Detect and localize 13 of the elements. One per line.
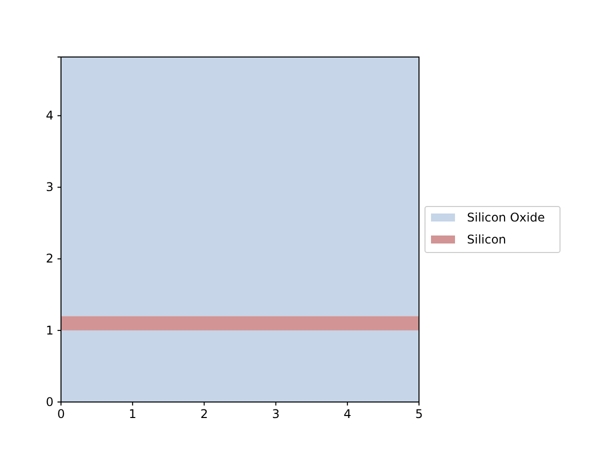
x-tick-label: 1 (128, 407, 136, 422)
x-tick-label: 5 (415, 407, 423, 422)
legend-label: Silicon (467, 232, 506, 246)
x-tick-label: 4 (344, 407, 352, 422)
y-tick-label: 4 (46, 108, 54, 123)
x-tick-label: 3 (272, 407, 280, 422)
y-tick-label: 1 (46, 323, 54, 338)
legend-label: Silicon Oxide (467, 210, 545, 224)
x-tick-label: 0 (57, 407, 65, 422)
y-tick-label: 2 (46, 252, 54, 266)
x-tick-label: 2 (200, 407, 208, 422)
y-tick-label: 3 (46, 180, 54, 194)
y-tick-label: 0 (46, 394, 54, 409)
